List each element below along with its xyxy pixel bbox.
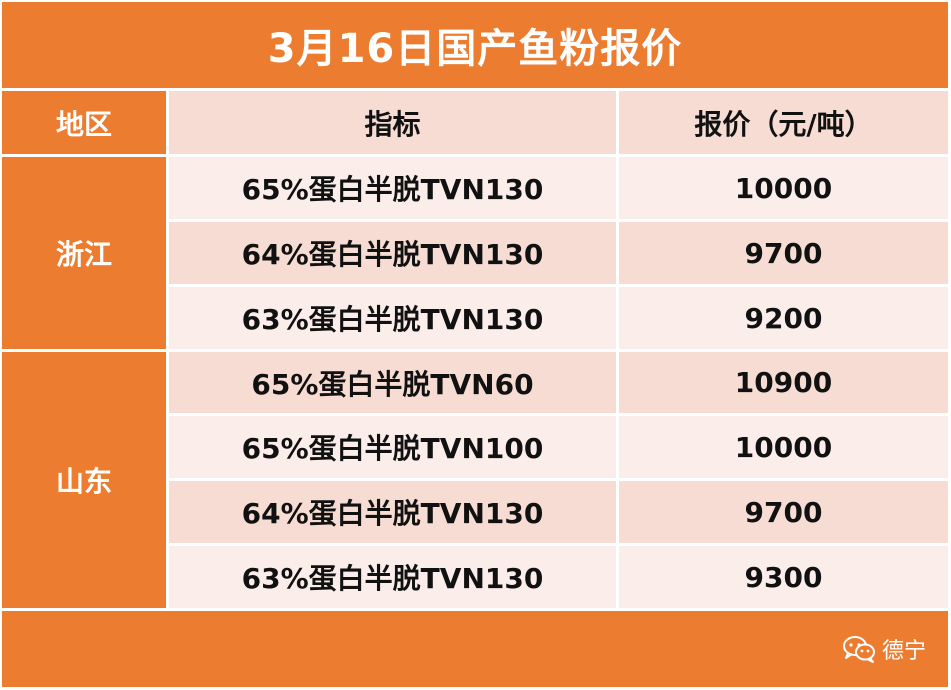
price-cell: 9200 — [619, 287, 948, 349]
indicator-cell: 65%蛋白半脱TVN100 — [169, 416, 616, 478]
indicator-cell: 63%蛋白半脱TVN130 — [169, 287, 616, 349]
region-cell-shandong: 山东 — [2, 352, 166, 608]
indicator-cell: 64%蛋白半脱TVN130 — [169, 222, 616, 284]
indicator-cell: 65%蛋白半脱TVN60 — [169, 352, 616, 413]
price-cell: 10000 — [619, 157, 948, 219]
watermark: 德宁 — [842, 633, 926, 665]
table-title: 3月16日国产鱼粉报价 — [2, 2, 948, 88]
indicator-cell: 65%蛋白半脱TVN130 — [169, 157, 616, 219]
footer-bar: 德宁 — [2, 611, 948, 687]
price-cell: 10900 — [619, 352, 948, 413]
price-cell: 9700 — [619, 222, 948, 284]
price-cell: 9300 — [619, 546, 948, 608]
wechat-icon — [842, 635, 876, 663]
price-cell: 9700 — [619, 481, 948, 543]
indicator-cell: 64%蛋白半脱TVN130 — [169, 481, 616, 543]
header-region: 地区 — [2, 91, 166, 154]
indicator-cell: 63%蛋白半脱TVN130 — [169, 546, 616, 608]
price-cell: 10000 — [619, 416, 948, 478]
region-cell-zhejiang: 浙江 — [2, 157, 166, 349]
header-price: 报价（元/吨） — [619, 91, 948, 154]
header-indicator: 指标 — [169, 91, 616, 154]
watermark-text: 德宁 — [881, 639, 926, 664]
